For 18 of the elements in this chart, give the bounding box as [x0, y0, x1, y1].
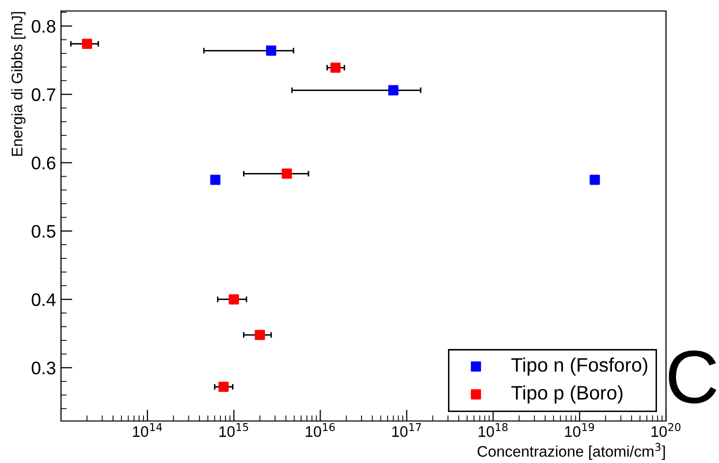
legend-label: Tipo p (Boro) [511, 385, 622, 404]
y-tick-label: 0.6 [32, 156, 56, 170]
y-tick-label: 0.4 [32, 293, 56, 306]
legend-label: Tipo n (Fosforo) [511, 358, 648, 376]
x-tick-label: 10$^{20}$ [652, 423, 680, 437]
x-tick-label: 10$^{18}$ [478, 423, 508, 437]
y-tick-label: 0.5 [32, 224, 56, 238]
y-axis-title: Energia di Gibbs [mJ] [11, 12, 26, 156]
y-tick-label: 0.8 [32, 20, 56, 33]
x-tick-label: 10$^{16}$ [306, 423, 335, 437]
x-tick-label: 10$^{17}$ [392, 423, 421, 437]
x-tick-label: 10$^{19}$ [565, 423, 594, 437]
x-axis-title: Concentrazione [atomi/cm$^{3}$] [478, 442, 665, 460]
x-tick-label: 10$^{15}$ [219, 423, 248, 437]
y-tick-label: 0.3 [32, 362, 56, 374]
text: C [668, 350, 716, 404]
x-tick-label: 10$^{14}$ [133, 423, 162, 437]
y-tick-label: 0.7 [32, 88, 56, 102]
